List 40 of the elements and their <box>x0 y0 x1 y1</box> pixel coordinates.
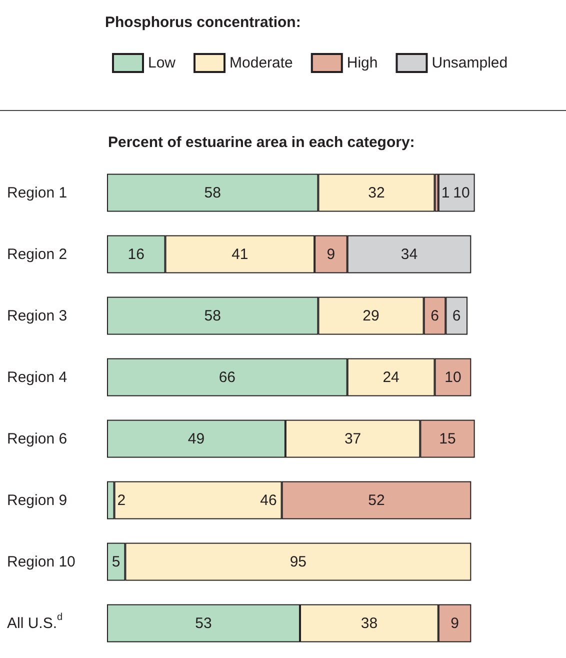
data-label: 6 <box>452 307 461 324</box>
data-label: 53 <box>195 614 212 632</box>
data-label: 58 <box>204 184 221 202</box>
data-label: 52 <box>368 492 385 509</box>
bar <box>438 174 475 212</box>
data-label: 37 <box>344 430 362 448</box>
data-label: 24 <box>382 368 400 386</box>
data-label: 95 <box>290 553 307 570</box>
y-tick-label: Region 9 <box>7 492 68 509</box>
data-label: 41 <box>232 246 248 263</box>
y-tick-label: Region 2 <box>7 246 68 263</box>
data-label: 5 <box>112 553 120 570</box>
legend-label: Low <box>148 54 176 72</box>
data-label: 16 <box>128 246 144 263</box>
legend-label: Unsampled <box>432 54 508 72</box>
data-label: 38 <box>360 614 378 632</box>
y-tick-label: Region 3 <box>7 307 68 324</box>
y-tick-label: Region 10 <box>7 553 76 570</box>
data-label: 9 <box>450 614 459 632</box>
legend-title: Phosphorus concentration: <box>105 14 301 31</box>
data-label: 6 <box>430 307 439 324</box>
y-tick-label: Region 1 <box>7 184 68 202</box>
y-tick-label: Region 6 <box>7 430 68 448</box>
data-label: 46 <box>260 492 277 509</box>
data-label: 29 <box>362 307 380 324</box>
legend-label: High <box>346 54 378 72</box>
data-label: 1 <box>441 184 450 202</box>
data-label: 9 <box>326 246 336 263</box>
data-label: 10 <box>453 184 470 202</box>
y-tick-label: Region 4 <box>7 368 68 386</box>
chart-title: Percent of estuarine area in each category: <box>108 134 415 151</box>
data-label: 32 <box>368 184 385 202</box>
data-label: 49 <box>188 430 205 448</box>
data-label: 34 <box>400 246 418 263</box>
data-label: 15 <box>439 430 456 448</box>
legend-label: Moderate <box>230 54 293 72</box>
data-label: 2 <box>117 492 126 509</box>
data-label: 58 <box>204 307 221 324</box>
data-label: 10 <box>444 368 462 386</box>
data-label: 66 <box>218 368 236 386</box>
